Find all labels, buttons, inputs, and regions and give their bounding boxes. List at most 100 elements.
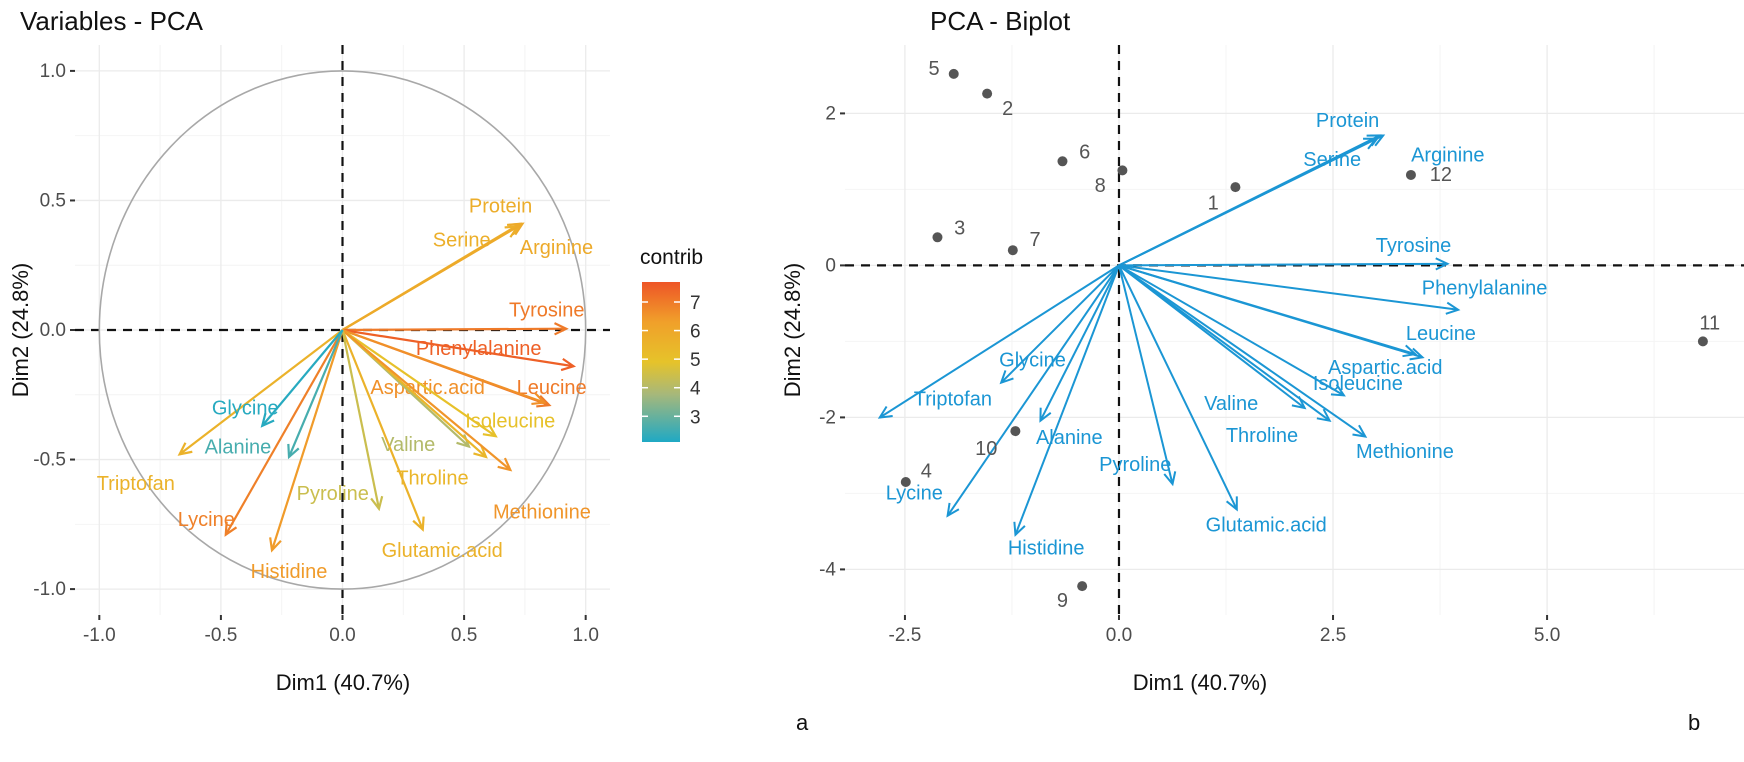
variable-label: Pyroline	[297, 483, 369, 505]
variable-label: Valine	[381, 434, 435, 456]
individual-point	[1230, 182, 1241, 193]
variable-label: Lycine	[178, 509, 235, 531]
variable-arrow	[1118, 265, 1174, 485]
variable-arrow	[1118, 264, 1331, 422]
variable-arrow-head	[1402, 344, 1418, 358]
legend-title: contrib	[640, 246, 703, 269]
x-tick-label: 5.0	[1534, 625, 1560, 646]
variable-label: Methionine	[493, 501, 591, 523]
individual-point-5: 5	[928, 58, 959, 80]
individual-label: 1	[1208, 192, 1219, 214]
biplot-variable-glutamic-acid: Glutamic.acid	[1118, 264, 1327, 537]
individual-label: 10	[975, 438, 997, 460]
x-tick-label: -1.0	[83, 625, 116, 646]
individual-point-4: 4	[900, 461, 932, 487]
variable-arrow-head	[1163, 471, 1177, 487]
legend-tick-label: 4	[690, 379, 701, 400]
variable-phenylalanine: Phenylalanine	[342, 328, 577, 372]
biplot-variable-protein: Protein	[1118, 110, 1382, 267]
individual-point-10: 10	[975, 426, 1021, 460]
variable-label: Glutamic.acid	[1206, 515, 1327, 537]
variable-methionine: Methionine	[341, 329, 591, 523]
variable-label: Isoleucine	[465, 411, 555, 433]
legend-tick-label: 5	[690, 350, 701, 371]
variable-arrow-head	[946, 502, 960, 518]
biplot-variable-methionine: Methionine	[1118, 264, 1454, 463]
variable-arrow	[341, 329, 511, 471]
individual-point	[1057, 156, 1068, 167]
individual-point	[1010, 426, 1021, 437]
variable-arrow-head	[509, 222, 525, 236]
variable-arrow-head	[560, 357, 577, 372]
variable-arrow-head	[1316, 408, 1332, 423]
variable-arrow-head	[370, 495, 384, 512]
variable-pyroline: Pyroline	[297, 329, 384, 512]
variable-triptofan: Triptofan	[97, 329, 344, 495]
variable-arrow	[178, 329, 344, 456]
individual-point	[1697, 336, 1708, 347]
y-tick-label: 0	[825, 255, 836, 276]
individual-point-7: 7	[1007, 229, 1041, 256]
x-tick-label: 1.0	[572, 625, 598, 646]
individual-point-1: 1	[1208, 182, 1241, 214]
variable-label: Alanine	[1036, 427, 1103, 449]
variable-arrow	[1118, 264, 1345, 397]
variable-arrow-head	[1370, 134, 1386, 147]
x-tick-label: 0.5	[451, 625, 477, 646]
biplot-variable-isoleucine: Isoleucine	[1118, 264, 1403, 397]
individual-point-2: 2	[982, 88, 1013, 120]
pca-biplot-chart: PCA - Biplot ProteinSerineArginineTyrosi…	[780, 6, 1744, 735]
individual-point-8: 8	[1095, 165, 1128, 197]
x-tick-label: 0.0	[1106, 625, 1132, 646]
variable-arrow-head	[473, 444, 488, 459]
variable-label: Phenylalanine	[416, 338, 542, 360]
variable-arrow-head	[1445, 301, 1461, 315]
individual-point-6: 6	[1057, 141, 1090, 167]
y-tick-label: 2	[825, 103, 836, 124]
variable-label: Phenylalanine	[1422, 277, 1548, 299]
y-tick-label: 0.5	[40, 190, 66, 211]
x-tick-label: -0.5	[205, 625, 238, 646]
variable-label: Alanine	[205, 437, 272, 459]
variable-arrow-head	[554, 322, 569, 336]
variable-arrow	[1000, 264, 1120, 384]
x-axis-title: Dim1 (40.7%)	[1133, 670, 1267, 695]
variable-label: Aspartic.acid	[1328, 357, 1443, 379]
variable-arrow	[341, 329, 424, 530]
variable-arrow	[1039, 264, 1120, 422]
variable-arrow	[1118, 134, 1384, 267]
variable-arrow-head	[224, 521, 238, 537]
variable-arginine: Arginine	[341, 222, 593, 331]
contrib-legend: contrib 3 4 5 6 7	[640, 246, 703, 442]
variable-arrow	[342, 328, 545, 404]
variable-label: Glycine	[999, 350, 1066, 372]
variable-arrow	[261, 329, 344, 427]
variable-alanine: Alanine	[205, 329, 344, 460]
biplot-variable-triptofan: Triptofan	[877, 264, 1120, 419]
variables-pca-chart: Variables - PCA Protein Serine Arginine Tyr…	[8, 6, 809, 735]
variable-label: Histidine	[1008, 537, 1085, 559]
individual-label: 11	[1699, 312, 1720, 334]
individual-point	[948, 68, 959, 79]
y-tick-label: 0.0	[40, 320, 66, 341]
individual-point	[1117, 165, 1128, 176]
variable-label: Protein	[469, 196, 532, 218]
variable-label: Leucine	[1406, 323, 1476, 345]
individual-label: 12	[1430, 164, 1452, 186]
variable-label: Triptofan	[97, 473, 175, 495]
biplot-variable-alanine: Alanine	[1036, 264, 1120, 449]
variable-arrow-head	[177, 442, 193, 456]
chart-title: Variables - PCA	[20, 6, 204, 36]
variable-label: Glycine	[212, 398, 279, 420]
legend-tick-label: 6	[690, 322, 701, 343]
variable-label: Arginine	[520, 237, 593, 259]
individual-label: 6	[1079, 141, 1090, 163]
variable-arrow-head	[497, 457, 513, 472]
variable-arrow-head	[287, 443, 300, 460]
individual-label: 7	[1030, 229, 1041, 251]
biplot-variable-throline: Throline	[1118, 264, 1332, 447]
biplot-variable-histidine: Histidine	[1008, 265, 1120, 559]
individual-point	[982, 88, 993, 99]
individual-point	[1405, 169, 1416, 180]
panel-label: a	[796, 710, 809, 735]
